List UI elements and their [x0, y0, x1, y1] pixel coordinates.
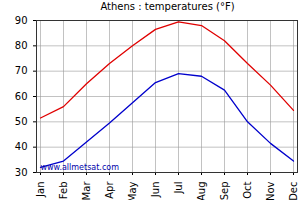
svg-text:Aug: Aug: [196, 182, 207, 200]
svg-text:Jul: Jul: [173, 182, 184, 195]
svg-text:Dec: Dec: [288, 182, 299, 200]
svg-text:Sep: Sep: [219, 182, 230, 200]
svg-text:60: 60: [15, 91, 28, 102]
svg-text:80: 80: [15, 40, 28, 51]
svg-text:40: 40: [15, 141, 28, 152]
svg-text:50: 50: [15, 116, 28, 127]
svg-text:www.allmetsat.com: www.allmetsat.com: [41, 163, 120, 172]
svg-text:Feb: Feb: [58, 182, 69, 200]
svg-text:Mar: Mar: [81, 181, 92, 200]
svg-text:Nov: Nov: [265, 181, 276, 200]
svg-text:Jan: Jan: [35, 182, 46, 198]
svg-text:Jun: Jun: [150, 182, 161, 199]
svg-text:Apr: Apr: [104, 181, 115, 199]
svg-text:90: 90: [15, 15, 28, 26]
svg-text:May: May: [127, 181, 138, 200]
svg-text:30: 30: [15, 167, 28, 178]
svg-text:Oct: Oct: [242, 181, 253, 198]
svg-text:70: 70: [15, 65, 28, 76]
html-text:Athens : temperatures (°F): Athens : temperatures (°F): [100, 1, 235, 12]
